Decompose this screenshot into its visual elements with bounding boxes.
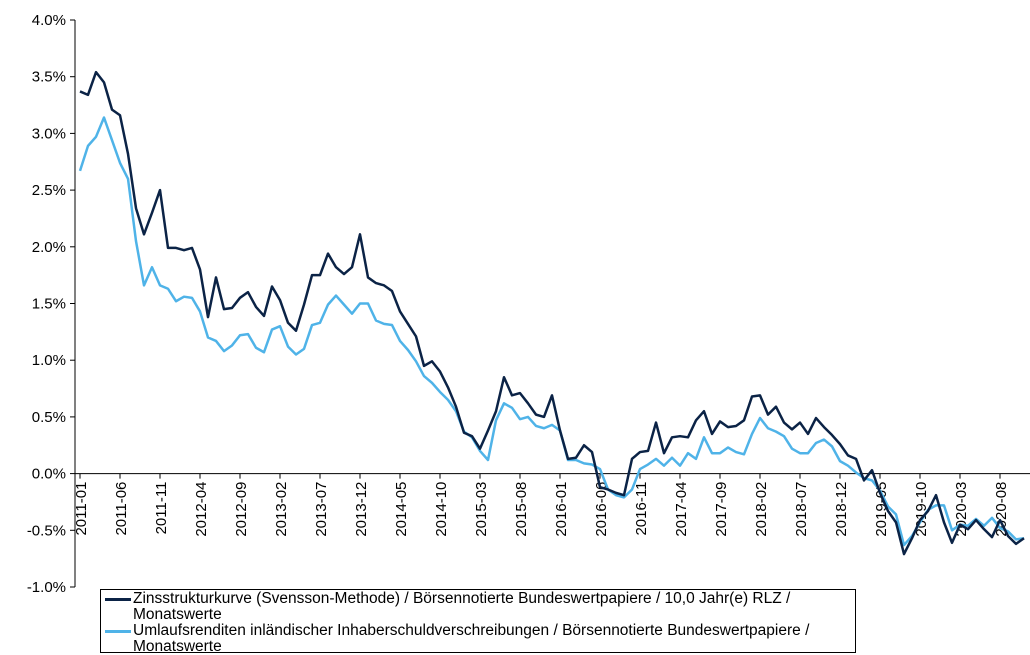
legend-swatch — [105, 598, 131, 601]
x-tick-label: 2018-07 — [793, 482, 810, 537]
y-tick-label: 1.5% — [32, 296, 66, 313]
y-tick-label: 0.5% — [32, 409, 66, 426]
x-tick-label: 2017-09 — [713, 482, 730, 537]
x-tick-label: 2015-08 — [513, 482, 530, 537]
legend-entry: Umlaufsrenditen inländischer Inhaberschu… — [105, 623, 851, 655]
x-tick-label: 2013-12 — [353, 482, 370, 537]
series-line — [78, 116, 1025, 547]
y-tick-label: 4.0% — [32, 12, 66, 29]
x-tick-label: 2018-02 — [753, 482, 770, 537]
y-tick-label: 3.5% — [32, 69, 66, 86]
x-tick-label: 2011-11 — [153, 482, 170, 535]
legend-swatch — [105, 630, 131, 633]
y-tick-label: 3.0% — [32, 125, 66, 142]
legend-label: Umlaufsrenditen inländischer Inhaberschu… — [133, 622, 810, 655]
y-tick-label: 2.0% — [32, 239, 66, 256]
legend-label: Zinsstrukturkurve (Svensson-Methode) / B… — [133, 590, 791, 623]
y-tick-label: 2.5% — [32, 182, 66, 199]
legend-entry: Zinsstrukturkurve (Svensson-Methode) / B… — [105, 591, 851, 623]
x-tick-label: 2016-06 — [593, 482, 610, 537]
y-tick-label: 1.0% — [32, 352, 66, 369]
x-tick-label: 2011-01 — [73, 482, 90, 536]
y-tick-label: -0.5% — [27, 522, 66, 539]
x-tick-label: 2011-06 — [113, 482, 130, 536]
x-tick-label: 2016-01 — [553, 482, 570, 537]
x-tick-label: 2013-07 — [313, 482, 330, 537]
x-tick-label: 2020-03 — [953, 482, 970, 537]
x-tick-label: 2012-09 — [233, 482, 250, 537]
x-tick-label: 2013-02 — [273, 482, 290, 537]
x-tick-label: 2019-05 — [873, 482, 890, 537]
x-tick-label: 2017-04 — [673, 482, 690, 537]
series-line — [79, 70, 1025, 556]
x-tick-label: 2018-12 — [833, 482, 850, 537]
legend: Zinsstrukturkurve (Svensson-Methode) / B… — [100, 589, 856, 655]
x-tick-label: 2019-10 — [913, 482, 930, 537]
x-tick-label: 2014-05 — [393, 482, 410, 537]
x-tick-label: 2016-11 — [633, 482, 650, 536]
x-tick-label: 2014-10 — [433, 482, 450, 537]
x-tick-label: 2012-04 — [193, 482, 210, 537]
y-tick-label: 0.0% — [32, 466, 66, 483]
x-tick-label: 2015-03 — [473, 482, 490, 537]
y-tick-label: -1.0% — [27, 579, 66, 596]
